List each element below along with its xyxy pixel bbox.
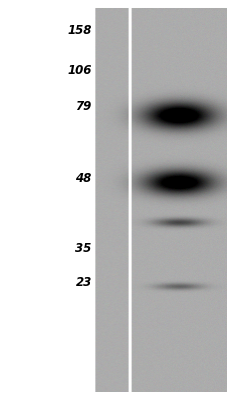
Text: 158: 158 (67, 24, 91, 36)
Text: 106: 106 (67, 64, 91, 76)
Text: 48: 48 (75, 172, 91, 184)
Text: 79: 79 (75, 100, 91, 112)
Text: 23: 23 (75, 276, 91, 288)
Text: 35: 35 (75, 242, 91, 254)
